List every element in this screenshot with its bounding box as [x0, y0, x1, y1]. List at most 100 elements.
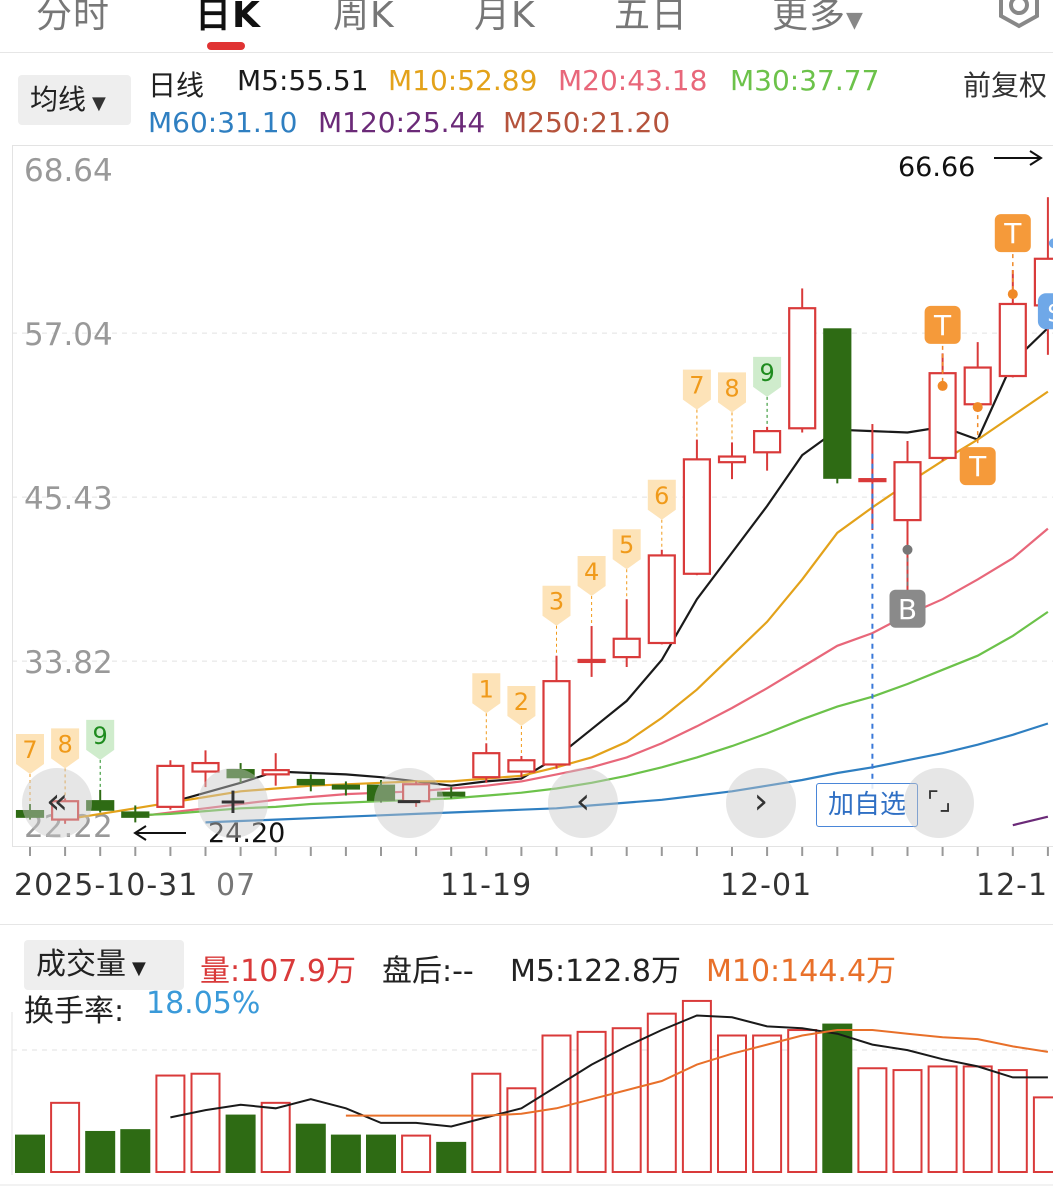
candle	[331, 781, 360, 796]
volume-bar	[681, 999, 712, 1173]
candle-body	[717, 455, 747, 464]
ma-line-m60	[205, 722, 1049, 824]
candle-body	[823, 328, 852, 479]
sequence-marker-label: 8	[724, 374, 739, 402]
price-tick-label: 68.64	[24, 153, 113, 189]
candle-body	[542, 680, 571, 766]
candle-body	[86, 800, 115, 811]
candle	[752, 426, 782, 471]
candle	[226, 763, 255, 783]
sequence-marker	[542, 585, 571, 626]
buy-marker-label: B	[898, 593, 917, 626]
zoom-in-button[interactable]: +	[198, 768, 268, 838]
sequence-marker-label: 6	[654, 482, 669, 510]
candle-body	[50, 800, 80, 821]
sequence-marker-label: 1	[479, 675, 494, 703]
volume-bar	[962, 1065, 993, 1173]
volume-bar	[646, 1012, 677, 1173]
candle-body	[15, 809, 45, 818]
candle-body	[507, 759, 536, 773]
candle	[472, 743, 501, 783]
sequence-marker-label: 7	[22, 736, 37, 764]
sequence-marker-label: 3	[549, 588, 564, 616]
candle	[963, 342, 992, 410]
sell-marker-label: S	[1047, 299, 1053, 327]
t-marker	[959, 447, 996, 486]
scroll-left-button[interactable]: ‹	[548, 768, 618, 838]
volume-value: 量:107.9万	[200, 954, 356, 989]
price-tick-label: 57.04	[24, 317, 113, 353]
candle	[121, 805, 150, 823]
sequence-marker	[86, 719, 115, 760]
sequence-marker-label: 7	[689, 372, 704, 400]
candle-body	[226, 769, 255, 779]
candle-body	[437, 791, 466, 797]
candle-body	[647, 554, 676, 645]
fullscreen-icon[interactable]: ⌜⌟	[904, 768, 974, 838]
ma60-value: M60:31.10	[148, 106, 298, 139]
kline-chart-frame[interactable]	[12, 145, 1053, 847]
sequence-marker-label: 4	[584, 558, 599, 586]
date-label-1: 07	[216, 868, 257, 903]
candle-body	[788, 307, 817, 430]
low-price-annotation: 24.20	[208, 818, 285, 849]
sequence-marker	[647, 479, 676, 520]
volume-bar	[1032, 1096, 1053, 1174]
candle	[788, 288, 817, 433]
sequence-marker	[51, 728, 80, 769]
tab-more[interactable]: 更多▼	[772, 0, 864, 38]
candle-body	[858, 478, 887, 483]
volume-bar	[752, 1034, 783, 1173]
candle	[86, 789, 115, 813]
active-tab-indicator	[207, 42, 245, 50]
zoom-out-button[interactable]: −	[374, 768, 444, 838]
settings-icon[interactable]	[994, 0, 1044, 30]
price-tick-label: 45.43	[24, 481, 113, 517]
candle-body	[472, 752, 501, 779]
volume-bar	[506, 1087, 537, 1174]
jump-to-start-button[interactable]: «	[22, 768, 92, 838]
tab-five-day[interactable]: 五日	[614, 0, 689, 36]
after-hours-value: 盘后:--	[382, 954, 474, 989]
candle	[156, 760, 185, 810]
sequence-marker	[718, 372, 746, 413]
volume-m10-value: M10:144.4万	[706, 954, 897, 989]
sequence-marker-label: 9	[759, 359, 774, 387]
tab-bar: 分时 日K 周K 月K 五日 更多▼	[0, 0, 1053, 52]
add-to-watchlist-button[interactable]: 加自选	[816, 783, 918, 827]
adjust-mode-label[interactable]: 前复权	[963, 69, 1048, 102]
volume-bar	[822, 1023, 853, 1173]
candle	[507, 756, 536, 778]
tab-day-k[interactable]: 日K	[195, 0, 261, 36]
tab-week-k[interactable]: 周K	[333, 0, 395, 36]
candle-body	[928, 372, 957, 460]
indicator-select[interactable]: 均线 ▼	[18, 75, 131, 125]
volume-bar	[611, 1027, 642, 1173]
tab-month-k[interactable]: 月K	[474, 0, 536, 36]
volume-bar	[401, 1134, 432, 1173]
trade-marker-dot	[937, 380, 948, 391]
t-marker-label: T	[968, 450, 987, 483]
period-label: 日线	[148, 69, 205, 102]
ma120-value: M120:25.44	[318, 106, 486, 139]
candle-body	[121, 811, 150, 818]
high-price-annotation: 66.66	[898, 152, 975, 183]
divider	[0, 924, 1053, 925]
ma20-value: M20:43.18	[558, 64, 708, 97]
t-marker	[924, 305, 961, 344]
candle	[612, 599, 641, 668]
volume-indicator-select[interactable]: 成交量 ▼	[24, 940, 184, 990]
candle-body	[156, 764, 185, 808]
scroll-right-button[interactable]: ›	[726, 768, 796, 838]
candle	[15, 804, 45, 820]
volume-m5-value: M5:122.8万	[510, 954, 681, 989]
candle	[50, 798, 80, 824]
high-arrow-icon	[994, 150, 1043, 166]
candle-body	[191, 761, 220, 773]
candle	[893, 440, 922, 594]
tab-fenshi[interactable]: 分时	[36, 0, 111, 36]
ma-line-m30	[135, 610, 1049, 817]
volume-bar	[787, 1029, 818, 1174]
